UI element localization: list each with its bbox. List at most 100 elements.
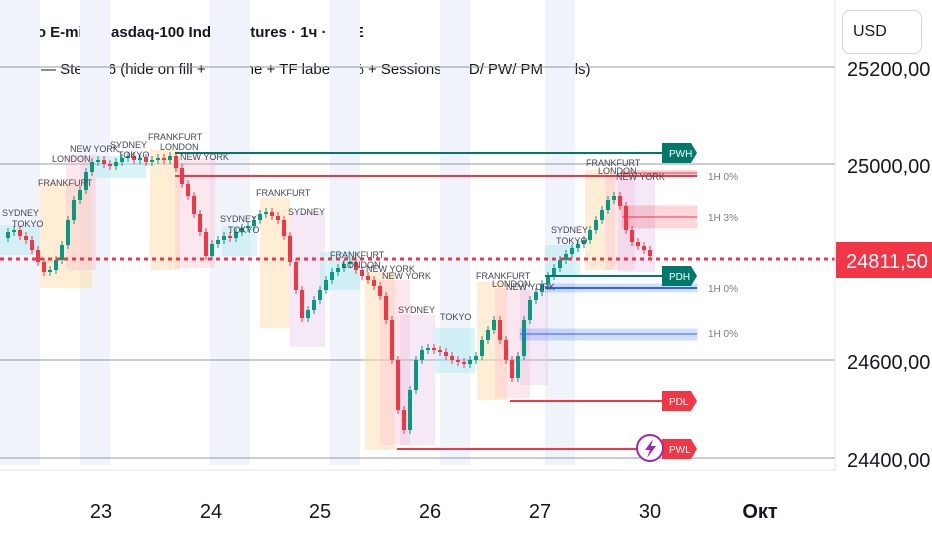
candle	[510, 360, 514, 378]
candles	[6, 152, 652, 434]
candle	[192, 196, 196, 214]
candle	[234, 232, 238, 238]
session-label: FRANKFURT	[586, 158, 641, 168]
candle	[366, 276, 370, 280]
candle	[426, 348, 430, 350]
pdl-tag[interactable]: PDL	[662, 391, 697, 411]
current-price-badge	[836, 242, 932, 278]
candle	[84, 172, 88, 190]
fvg-label-3: 1H 0%	[708, 284, 738, 295]
session-label: NEW YORK	[616, 172, 665, 182]
candle	[90, 162, 94, 172]
candle	[480, 340, 484, 356]
candle	[186, 184, 190, 196]
session-label: LONDON	[492, 279, 531, 289]
day-bands	[0, 0, 575, 465]
pdh-tag[interactable]: PDH	[662, 266, 697, 286]
time-axis[interactable]: 23 24 25 26 27 30 Окт	[90, 501, 778, 523]
price-axis-label-1: 25200,00	[847, 59, 930, 81]
candle	[600, 210, 604, 220]
candle	[642, 246, 646, 250]
candle	[114, 162, 118, 166]
candle	[288, 236, 292, 262]
pwl-label: PWL	[669, 445, 691, 456]
candle	[312, 300, 316, 310]
candle	[354, 262, 358, 270]
session-label: NEW YORK	[180, 152, 229, 162]
level-lines	[175, 152, 697, 450]
candle	[150, 160, 154, 162]
candle	[540, 284, 544, 292]
candle	[492, 320, 496, 330]
pdl-label: PDL	[669, 397, 689, 408]
candle	[588, 230, 592, 240]
session-boxes	[0, 150, 655, 450]
session-label: LONDON	[342, 260, 381, 270]
session-label: SYDNEY	[551, 225, 588, 235]
candle	[54, 260, 58, 270]
candle	[534, 292, 538, 300]
candle	[636, 242, 640, 246]
candle	[72, 200, 76, 220]
candle	[18, 230, 22, 236]
candle	[276, 216, 280, 220]
candle	[132, 156, 136, 160]
candle	[306, 310, 310, 318]
candle	[330, 272, 334, 280]
price-axis[interactable]: 25200,00 25000,00 24600,00 24400,00	[847, 59, 930, 472]
current-price-value: 24811,50	[846, 251, 928, 273]
candle	[606, 200, 610, 210]
candle	[528, 300, 532, 320]
candle	[294, 262, 298, 290]
candle	[228, 236, 232, 238]
candle	[558, 260, 562, 268]
candle	[444, 352, 448, 356]
candle	[486, 330, 490, 340]
candle	[402, 410, 406, 430]
currency-button[interactable]: USD	[842, 10, 922, 54]
session-label: FRANKFURT	[148, 132, 203, 142]
candle	[324, 280, 328, 290]
session-label: SYDNEY	[2, 208, 39, 218]
session-label: NEW YORK	[506, 282, 555, 292]
price-axis-label-2: 25000,00	[847, 156, 930, 178]
candle	[378, 286, 382, 296]
candle	[384, 296, 388, 320]
session-label: SYDNEY	[220, 214, 257, 224]
session-label: FRANKFURT	[330, 250, 385, 260]
candle	[300, 290, 304, 318]
fvg-zones	[519, 170, 698, 341]
session-label: LONDON	[598, 166, 637, 176]
candle	[48, 270, 52, 272]
candle	[594, 220, 598, 230]
session-label: TOKYO	[118, 150, 149, 160]
candle	[348, 262, 352, 264]
candle	[576, 244, 580, 248]
candle	[108, 164, 112, 166]
candle	[126, 156, 130, 158]
candle	[270, 212, 274, 216]
candle	[240, 228, 244, 232]
fvg-label-4: 1H 0%	[708, 329, 738, 340]
candle	[552, 268, 556, 276]
pwl-tag[interactable]: PWL	[662, 439, 697, 459]
lightning-icon[interactable]	[636, 434, 664, 462]
candle	[204, 232, 208, 256]
candle	[342, 264, 346, 268]
price-axis-label-4: 24400,00	[847, 450, 930, 472]
price-axis-label-3: 24600,00	[847, 352, 930, 374]
pwh-tag[interactable]: PWH	[662, 143, 697, 163]
session-label: NEW YORK	[366, 264, 415, 274]
fvg-label-1: 1H 0%	[708, 172, 738, 183]
candle	[432, 348, 436, 350]
session-label: LONDON	[52, 154, 91, 164]
candle	[60, 245, 64, 260]
candle	[456, 360, 460, 362]
candle	[570, 248, 574, 254]
session-label: NEW YORK	[70, 144, 119, 154]
session-label: TOKYO	[556, 236, 587, 246]
time-label-oct: Окт	[742, 501, 778, 523]
time-label-30: 30	[639, 501, 661, 523]
